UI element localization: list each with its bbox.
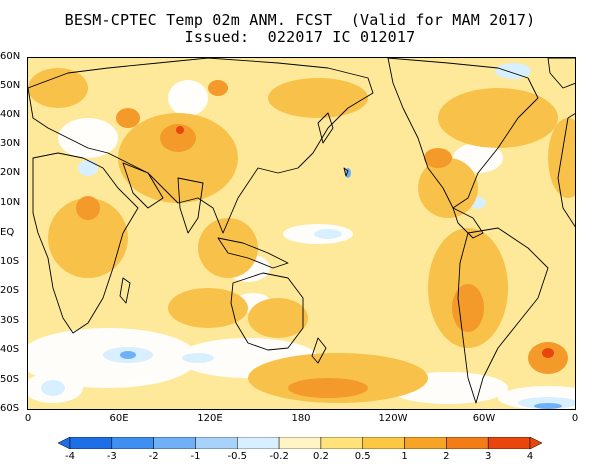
lon-label-60w: 60W bbox=[472, 413, 496, 424]
lon-label-0-right: 0 bbox=[571, 413, 579, 424]
central-america-coastline bbox=[452, 207, 484, 239]
lat-label-10n: 10N bbox=[0, 197, 21, 208]
africa-coastline bbox=[32, 152, 139, 334]
lat-label-10s: 10S bbox=[0, 256, 20, 267]
colorbar-segment bbox=[278, 437, 322, 449]
colorbar-tick-label: 4 bbox=[526, 451, 534, 462]
colorbar-segment bbox=[362, 437, 405, 449]
colorbar-segment bbox=[69, 437, 113, 449]
map-subtitle: Issued: 022017 IC 012017 bbox=[184, 28, 416, 46]
lat-label-30n: 30N bbox=[0, 138, 21, 149]
colorbar-tick-label: -4 bbox=[65, 451, 75, 462]
colorbar-tick-label: 3 bbox=[484, 451, 492, 462]
arabia-coastline bbox=[122, 162, 164, 209]
colorbar-tick-label: -1 bbox=[190, 451, 201, 462]
lat-label-20s: 20S bbox=[0, 285, 20, 296]
warm-anomaly-regions bbox=[28, 68, 575, 403]
europe-right-edge bbox=[557, 113, 575, 228]
colorbar-tick-label: 0.5 bbox=[354, 451, 371, 462]
madagascar-coastline bbox=[119, 277, 131, 304]
lat-label-60n: 60N bbox=[0, 51, 21, 62]
lat-label-20n: 20N bbox=[0, 167, 21, 178]
colorbar-tick-label: 2 bbox=[443, 451, 450, 462]
lat-label-50s: 50S bbox=[0, 374, 20, 385]
colorbar-tick-label: -0.2 bbox=[269, 451, 289, 462]
colorbar-tick-label: 1 bbox=[401, 451, 408, 462]
india-coastline bbox=[177, 177, 204, 234]
colorbar-segment bbox=[404, 437, 447, 449]
lat-label-60s: 60S bbox=[0, 403, 20, 414]
colorbar-tick-label: -3 bbox=[106, 451, 117, 462]
colorbar-segment bbox=[446, 437, 489, 449]
colorbar bbox=[58, 437, 542, 449]
colorbar-segment bbox=[195, 437, 238, 449]
colorbar-arrow-right bbox=[529, 437, 542, 449]
anomaly-map-canvas bbox=[28, 58, 575, 409]
new-zealand-coastline bbox=[311, 337, 327, 364]
lat-label-40n: 40N bbox=[0, 109, 21, 120]
lat-label-50n: 50N bbox=[0, 80, 21, 91]
australia-coastline bbox=[230, 272, 304, 351]
hawaii-coastline bbox=[343, 167, 349, 177]
south-america-coastline bbox=[457, 227, 549, 404]
lon-label-120w: 120W bbox=[378, 413, 408, 424]
lon-label-120e: 120E bbox=[197, 413, 223, 424]
colorbar-segment bbox=[111, 437, 154, 449]
map-title: BESM-CPTEC Temp 02m ANM. FCST (Valid for… bbox=[64, 11, 536, 29]
colorbar-tick-label: -0.5 bbox=[227, 451, 248, 462]
indonesia-coastline bbox=[217, 237, 289, 269]
lat-label-eq: EQ bbox=[0, 227, 15, 238]
lon-label-60e: 60E bbox=[109, 413, 129, 424]
coastlines bbox=[28, 58, 575, 404]
colorbar-segment bbox=[320, 437, 363, 449]
north-america-coastline bbox=[387, 58, 539, 209]
cold-anomaly-regions bbox=[28, 80, 575, 409]
greenland-coastline bbox=[547, 58, 575, 89]
japan-coastline bbox=[317, 112, 334, 144]
lon-label-180: 180 bbox=[291, 413, 311, 424]
eurasia-coastline bbox=[28, 58, 374, 234]
colorbar-tick-label: -2 bbox=[148, 451, 159, 462]
lon-label-0-left: 0 bbox=[24, 413, 32, 424]
colorbar-segment bbox=[237, 437, 280, 449]
colorbar-arrow-left bbox=[58, 437, 71, 449]
lat-label-40s: 40S bbox=[0, 344, 20, 355]
colorbar-tick-label: 0.2 bbox=[312, 451, 329, 462]
colorbar-segment bbox=[153, 437, 196, 449]
hot-spot-regions bbox=[176, 126, 554, 358]
colorbar-segment bbox=[487, 437, 531, 449]
strong-warm-anomaly-regions bbox=[76, 80, 568, 398]
lat-label-30s: 30S bbox=[0, 315, 20, 326]
anomaly-map bbox=[27, 57, 576, 410]
